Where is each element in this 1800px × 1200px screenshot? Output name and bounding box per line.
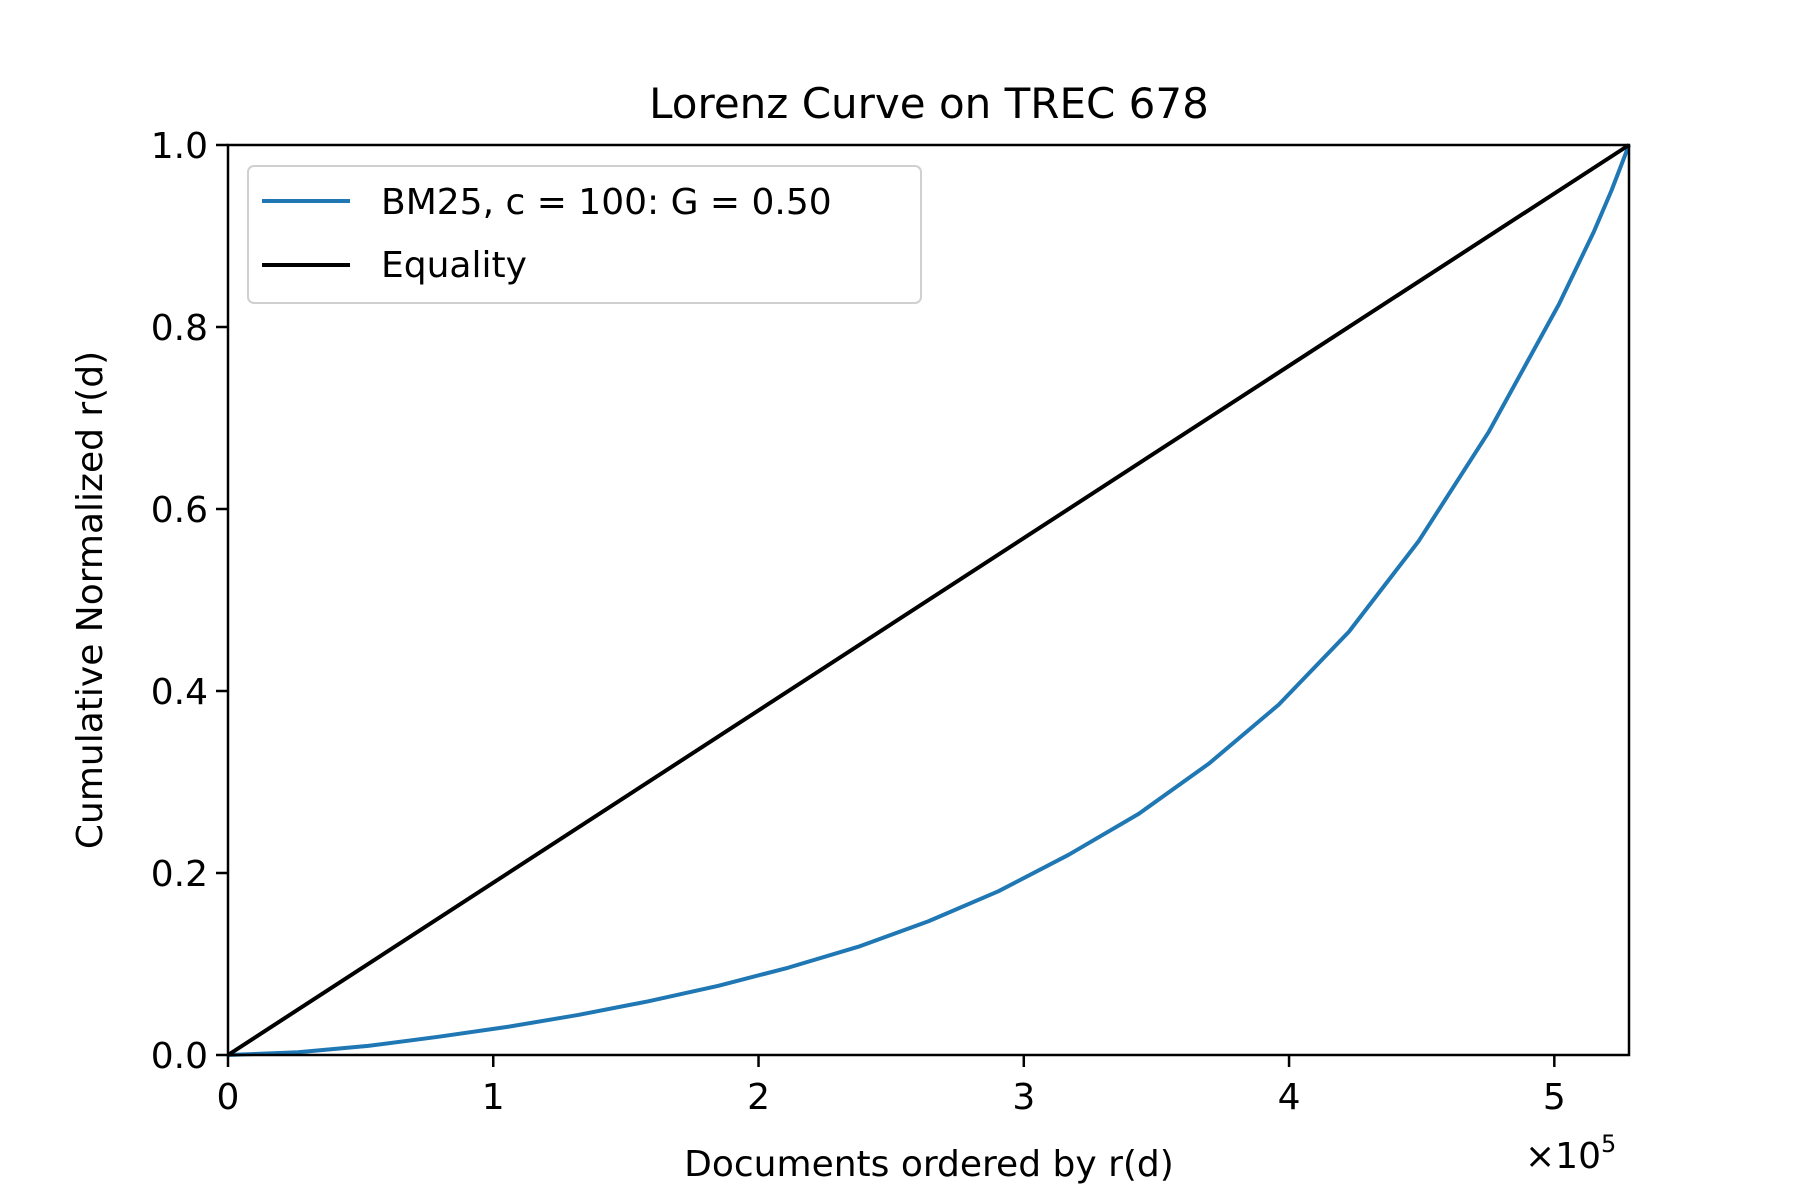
x-offset-base: ×10 xyxy=(1525,1136,1601,1177)
y-tick-label: 0.4 xyxy=(151,672,208,713)
legend-box xyxy=(247,165,922,304)
x-tick-label: 0 xyxy=(217,1077,240,1118)
x-axis-label: Documents ordered by r(d) xyxy=(684,1144,1174,1185)
y-tick-label: 0.2 xyxy=(151,854,208,895)
legend: BM25, c = 100: G = 0.50 Equality xyxy=(247,165,922,304)
plot-frame xyxy=(226,143,1631,1057)
y-axis-label: Cumulative Normalized r(d) xyxy=(70,351,111,849)
y-axis-ticks: 0.0 0.2 0.4 0.6 0.8 1.0 xyxy=(151,126,228,1077)
y-tick-label: 0.6 xyxy=(151,490,208,531)
x-tick-label: 5 xyxy=(1543,1077,1566,1118)
series-line-equality xyxy=(226,143,1631,1057)
legend-label-bm25: BM25, c = 100: G = 0.50 xyxy=(381,182,832,223)
x-offset-exponent: 5 xyxy=(1601,1130,1616,1158)
series-line-bm25 xyxy=(227,144,1631,1057)
plot-lines xyxy=(226,143,1631,1057)
x-axis-ticks: 0 1 2 3 4 5 xyxy=(217,1055,1566,1118)
x-tick-label: 2 xyxy=(747,1077,770,1118)
x-tick-label: 1 xyxy=(482,1077,505,1118)
legend-label-equality: Equality xyxy=(381,245,527,286)
x-axis-offset-text: ×105 xyxy=(1525,1130,1616,1177)
y-tick-label: 0.8 xyxy=(151,308,208,349)
x-tick-label: 4 xyxy=(1278,1077,1301,1118)
chart-title: Lorenz Curve on TREC 678 xyxy=(649,79,1209,128)
x-tick-label: 3 xyxy=(1012,1077,1035,1118)
y-tick-label: 1.0 xyxy=(151,126,208,167)
y-tick-label: 0.0 xyxy=(151,1036,208,1077)
